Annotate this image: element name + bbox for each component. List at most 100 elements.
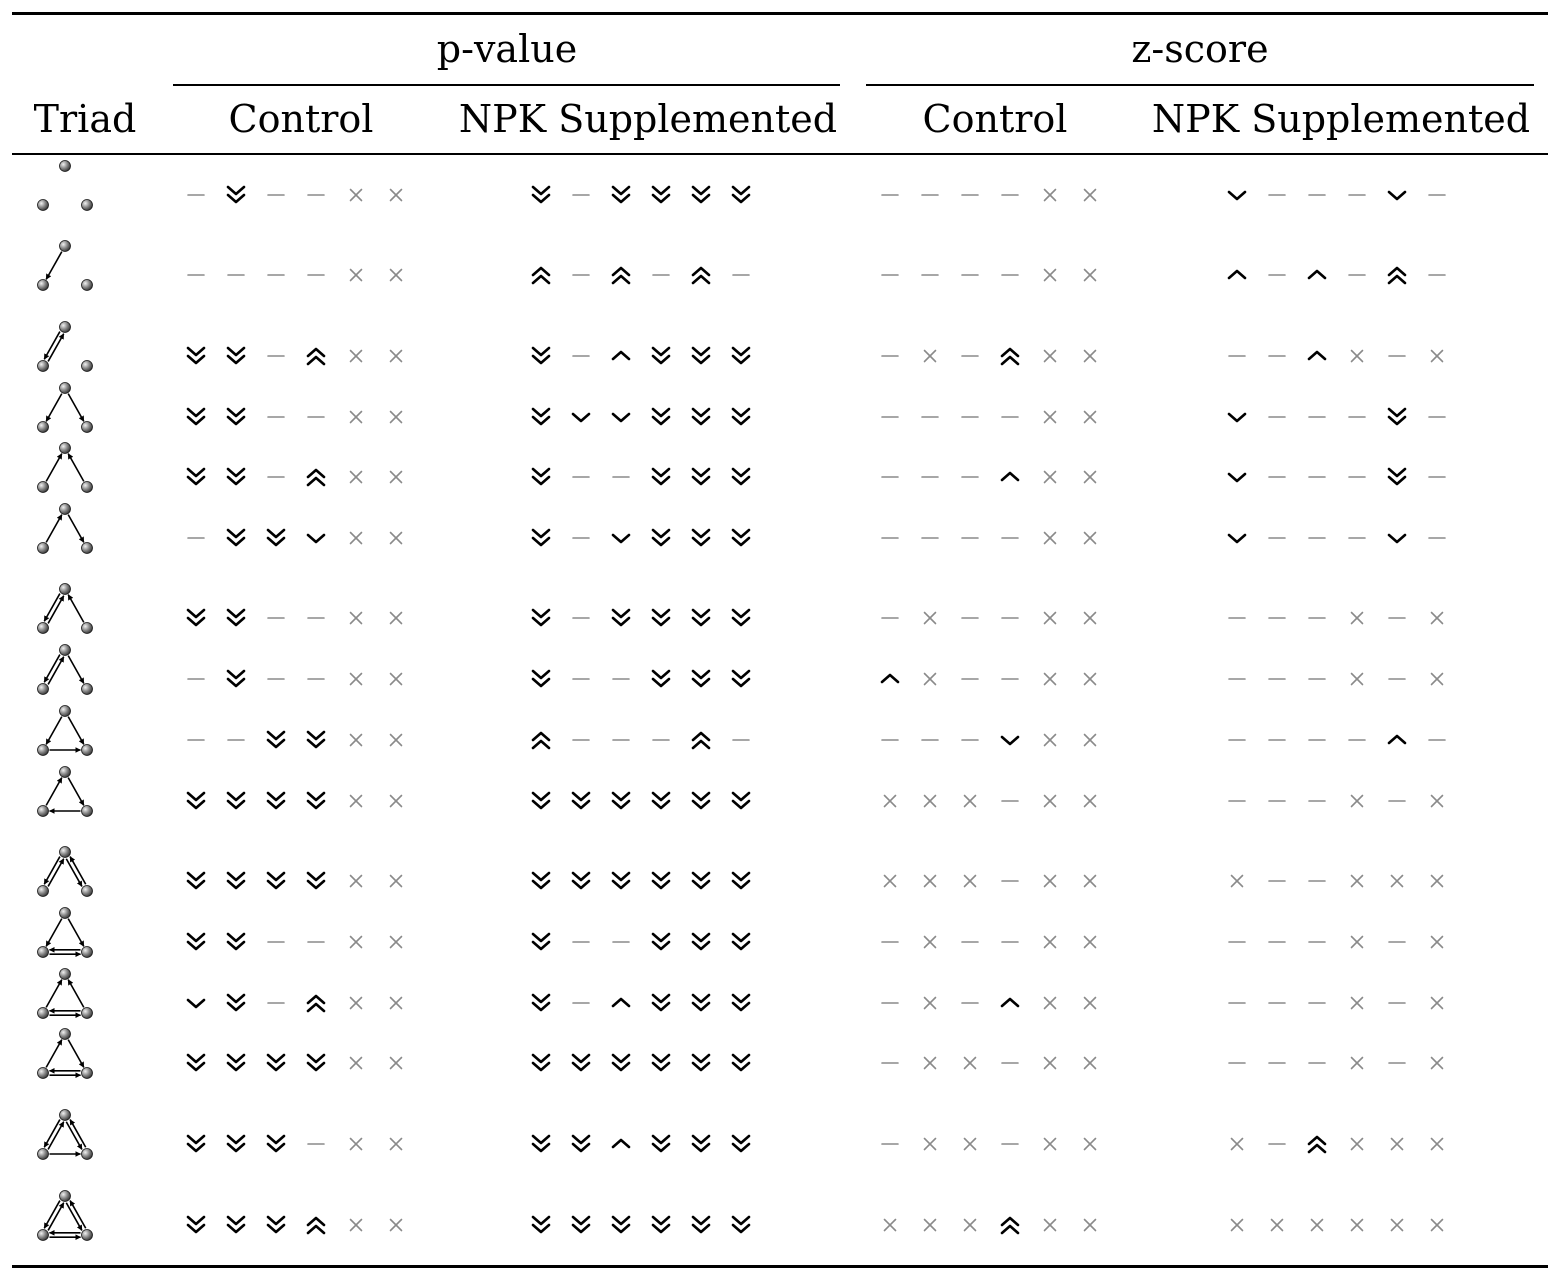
dash-icon xyxy=(1304,868,1330,894)
dash-icon xyxy=(957,182,983,208)
dash-icon xyxy=(917,404,943,430)
up-chevron-icon xyxy=(1224,262,1250,288)
double-down-chevron-icon xyxy=(648,605,674,631)
cross-icon xyxy=(1077,1050,1103,1076)
double-down-chevron-icon xyxy=(223,464,249,490)
dash-icon xyxy=(877,525,903,551)
cross-icon xyxy=(917,1050,943,1076)
dash-icon xyxy=(568,990,594,1016)
dash-icon xyxy=(648,727,674,753)
double-down-chevron-icon xyxy=(688,788,714,814)
double-down-chevron-icon xyxy=(568,1212,594,1238)
double-up-chevron-icon xyxy=(528,727,554,753)
cross-icon xyxy=(1077,262,1103,288)
dash-icon xyxy=(263,343,289,369)
double-up-chevron-icon xyxy=(1304,1131,1330,1157)
dash-icon xyxy=(183,727,209,753)
double-down-chevron-icon xyxy=(648,868,674,894)
cross-icon xyxy=(383,262,409,288)
dash-icon xyxy=(1264,1050,1290,1076)
cross-icon xyxy=(1424,1212,1450,1238)
double-down-chevron-icon xyxy=(223,343,249,369)
double-down-chevron-icon xyxy=(223,929,249,955)
double-up-chevron-icon xyxy=(688,727,714,753)
cross-icon xyxy=(1424,1050,1450,1076)
cross-icon xyxy=(343,182,369,208)
double-down-chevron-icon xyxy=(568,788,594,814)
double-down-chevron-icon xyxy=(223,868,249,894)
dash-icon xyxy=(1384,605,1410,631)
dash-icon xyxy=(957,262,983,288)
cross-icon xyxy=(1037,868,1063,894)
dash-icon xyxy=(1344,404,1370,430)
double-down-chevron-icon xyxy=(528,1212,554,1238)
dash-icon xyxy=(1224,929,1250,955)
double-down-chevron-icon xyxy=(608,1212,634,1238)
down-chevron-icon xyxy=(608,404,634,430)
cross-icon xyxy=(1344,929,1370,955)
double-down-chevron-icon xyxy=(648,666,674,692)
double-down-chevron-icon xyxy=(728,525,754,551)
cross-icon xyxy=(383,464,409,490)
dash-icon xyxy=(1264,1131,1290,1157)
cross-icon xyxy=(1344,1212,1370,1238)
dash-icon xyxy=(1264,929,1290,955)
dash-icon xyxy=(1424,525,1450,551)
cmidrule-zscore xyxy=(866,84,1534,86)
cross-icon xyxy=(1224,868,1250,894)
table-row xyxy=(0,1028,1560,1093)
cross-icon xyxy=(1424,788,1450,814)
cross-icon xyxy=(1037,727,1063,753)
cross-icon xyxy=(1304,1212,1330,1238)
double-down-chevron-icon xyxy=(183,1212,209,1238)
cross-icon xyxy=(1077,525,1103,551)
dash-icon xyxy=(608,666,634,692)
double-down-chevron-icon xyxy=(608,1050,634,1076)
cross-icon xyxy=(1077,727,1103,753)
cross-icon xyxy=(877,788,903,814)
dash-icon xyxy=(997,788,1023,814)
dash-icon xyxy=(1304,929,1330,955)
cross-icon xyxy=(343,464,369,490)
dash-icon xyxy=(728,262,754,288)
cross-icon xyxy=(1424,666,1450,692)
double-down-chevron-icon xyxy=(223,404,249,430)
header-pvalue-npk: NPK Supplemented xyxy=(458,97,838,141)
dash-icon xyxy=(568,727,594,753)
cross-icon xyxy=(1224,1212,1250,1238)
cross-icon xyxy=(1037,788,1063,814)
dash-icon xyxy=(957,929,983,955)
table-row xyxy=(0,503,1560,568)
dash-icon xyxy=(1424,404,1450,430)
dash-icon xyxy=(608,929,634,955)
dash-icon xyxy=(303,404,329,430)
double-down-chevron-icon xyxy=(1384,404,1410,430)
double-down-chevron-icon xyxy=(568,868,594,894)
double-down-chevron-icon xyxy=(263,868,289,894)
cross-icon xyxy=(1037,525,1063,551)
dash-icon xyxy=(568,605,594,631)
cross-icon xyxy=(1424,343,1450,369)
down-chevron-icon xyxy=(183,990,209,1016)
double-down-chevron-icon xyxy=(608,182,634,208)
cross-icon xyxy=(1384,868,1410,894)
cross-icon xyxy=(1424,929,1450,955)
cross-icon xyxy=(383,666,409,692)
table-row xyxy=(0,846,1560,911)
header-pvalue-control: Control xyxy=(228,97,374,141)
double-down-chevron-icon xyxy=(688,404,714,430)
header-zscore-npk: NPK Supplemented xyxy=(1151,97,1531,141)
dash-icon xyxy=(1264,182,1290,208)
dash-icon xyxy=(1384,990,1410,1016)
dash-icon xyxy=(263,666,289,692)
cross-icon xyxy=(1077,788,1103,814)
down-chevron-icon xyxy=(608,525,634,551)
cross-icon xyxy=(383,343,409,369)
cross-icon xyxy=(343,788,369,814)
double-down-chevron-icon xyxy=(183,788,209,814)
double-down-chevron-icon xyxy=(528,929,554,955)
top-rule xyxy=(12,12,1548,15)
table-row xyxy=(0,240,1560,305)
double-down-chevron-icon xyxy=(608,788,634,814)
double-down-chevron-icon xyxy=(528,868,554,894)
